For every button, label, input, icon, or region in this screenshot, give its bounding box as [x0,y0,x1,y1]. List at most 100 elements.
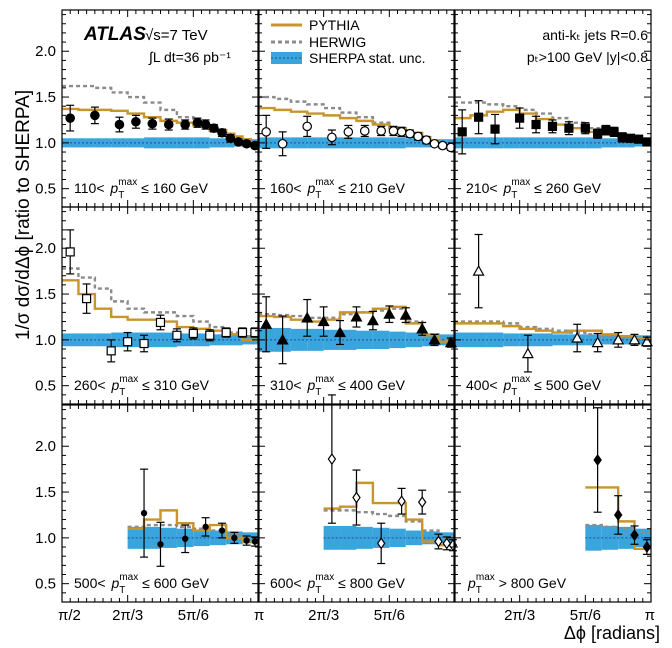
data-point [609,127,619,137]
data-point [428,333,441,345]
data-point [260,318,273,329]
pythia-curve [62,107,260,144]
y-tick-label: 0.5 [35,576,56,593]
data-point [399,308,412,320]
x-tick-label: 5π/6 [178,607,209,624]
sherpa-band-bin [536,333,553,347]
data-point [490,124,500,134]
data-point [301,311,314,323]
sherpa-band-bin [340,137,357,149]
data-point [591,336,604,348]
sherpa-band-bin [242,532,260,544]
panel-pt-label: 600< pTmax ≤ 800 GeV [270,572,406,596]
data-point [225,133,236,144]
sherpa-band-bin [585,334,602,346]
y-axis-title: 1/σ dσ/dΔϕ [ratio to SHERPA] [13,90,34,340]
sherpa-band-bin [601,335,619,345]
data-point [625,133,636,143]
data-point [241,138,252,149]
sherpa-band-bin [568,137,586,149]
data-point [564,123,574,133]
herwig-curve [258,95,456,149]
data-point [231,534,238,542]
sherpa-band-bin [209,334,227,346]
data-point [434,535,443,548]
data-point [90,110,100,121]
data-point [571,331,584,343]
sherpa-band-bin [536,137,553,149]
sherpa-band-bin [389,331,406,349]
data-point [317,315,330,327]
x-tick-label: 5π/6 [374,607,405,624]
x-tick-label: 2π/3 [112,607,143,624]
data-point [515,113,525,123]
data-point [221,327,231,338]
sherpa-band-bin [176,137,194,149]
legend-sherpa-swatch [271,52,302,64]
sherpa-band-bin [209,138,227,148]
panel-frame [453,206,652,405]
sherpa-band-bin [405,332,423,348]
data-point [188,328,198,339]
data-point [531,119,541,130]
panel-pt-label: pTmax > 800 GeV [467,572,567,596]
legend: PYTHIA HERWIG SHERPA stat. unc. [271,17,425,66]
panel-pt-label: 210< pTmax ≤ 260 GeV [466,177,602,201]
panel-pt-label: 260< pTmax ≤ 310 GeV [74,374,210,398]
data-point [218,527,226,534]
atlas-energy: √s=7 TeV [145,27,208,44]
data-point [181,535,189,542]
data-point [276,333,289,345]
sherpa-band-bin [585,137,602,149]
x-tick-label: π [645,607,655,624]
axis-ticks-layer [61,10,652,602]
data-point [417,496,427,509]
data-point [200,119,211,130]
data-point [593,453,602,467]
data-point [442,537,452,550]
data-point [172,330,182,340]
data-point [334,326,347,338]
data-point [243,537,250,544]
data-point [617,132,627,142]
data-point [547,121,558,131]
data-point [405,128,415,139]
sherpa-band-bin [389,137,406,149]
data-point [437,140,448,151]
data-point [123,337,133,347]
data-point [521,347,534,359]
sherpa-band-bin [405,138,423,148]
data-point [157,541,164,548]
data-points-layer [65,100,653,567]
data-point [180,119,190,130]
data-point [114,119,125,130]
x-tick-label: 2π/3 [504,607,535,624]
panel-pt-label: 400< pTmax ≤ 500 GeV [466,374,602,398]
data-point [429,138,440,149]
y-tick-label: 0.5 [35,181,56,198]
y-tick-label: 1.5 [35,286,56,303]
sherpa-band-bin [601,138,619,148]
data-point [217,127,227,138]
data-point [65,113,75,123]
data-point [352,491,361,504]
y-tick-label: 2.0 [35,240,56,257]
x-tick-label: π/2 [58,607,81,624]
data-point [376,537,386,550]
sherpa-band-bin [405,530,423,546]
sherpa-band-bin [193,137,210,149]
panel-pt-label: 500< pTmax ≤ 600 GeV [74,572,210,596]
data-point [131,116,141,127]
panel-pt-label: 110< pTmax ≤ 160 GeV [74,177,209,201]
y-tick-label: 1.0 [35,135,56,152]
data-point [630,529,639,542]
data-point [457,127,467,137]
x-axis-title: Δϕ [radians] [564,623,660,643]
sherpa-band-bin [144,137,161,149]
data-point [302,121,312,132]
data-point [139,338,149,349]
data-point [209,123,219,133]
y-tick-label: 2.0 [35,438,56,455]
data-point [163,119,174,130]
